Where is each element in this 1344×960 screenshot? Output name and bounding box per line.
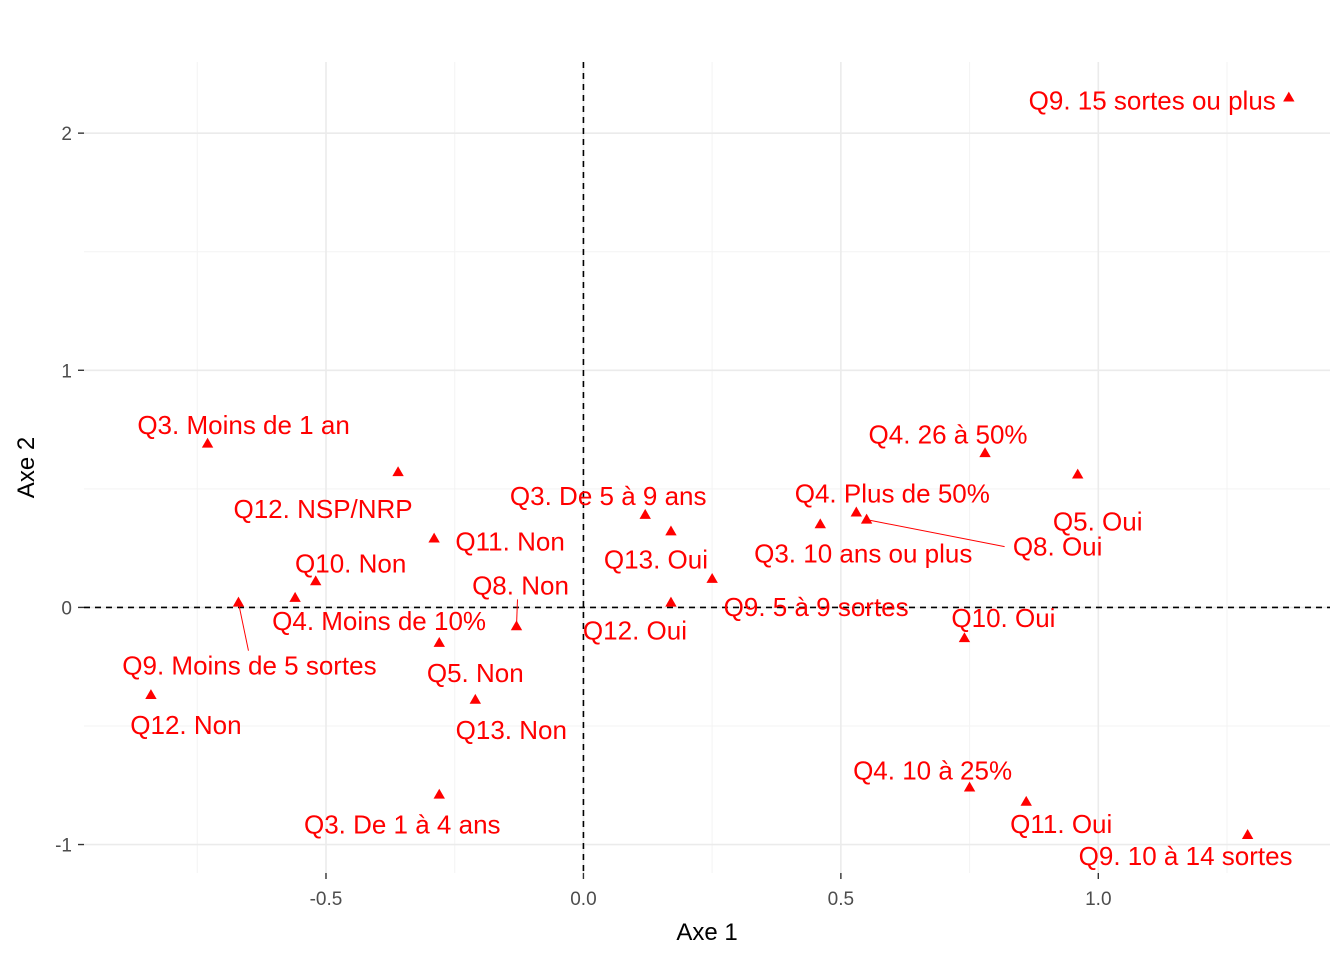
triangle-marker xyxy=(850,506,863,517)
point-label: Q4. 26 à 50% xyxy=(869,419,1028,449)
triangle-marker xyxy=(639,508,651,519)
x-tick-label: 0.0 xyxy=(570,889,596,910)
triangle-marker xyxy=(860,513,873,524)
y-tick-label: -1 xyxy=(55,836,72,857)
triangle-marker xyxy=(232,596,245,607)
point-label: Q3. 10 ans ou plus xyxy=(754,538,972,568)
point-label: Q4. 10 à 25% xyxy=(853,756,1012,786)
triangle-marker xyxy=(665,525,677,536)
triangle-marker xyxy=(963,781,976,792)
x-tick-label: 0.5 xyxy=(828,889,854,910)
point-label: Q3. Moins de 1 an xyxy=(137,410,349,440)
triangle-marker xyxy=(979,447,991,458)
point-label: Q9. 15 sortes ou plus xyxy=(1029,86,1276,116)
triangle-marker xyxy=(433,788,445,799)
triangle-marker xyxy=(510,620,523,631)
point-label: Q4. Moins de 10% xyxy=(272,606,486,636)
point-label: Q13. Oui xyxy=(604,545,708,575)
point-label: Q5. Non xyxy=(427,658,524,688)
point-label: Q5. Oui xyxy=(1053,507,1143,537)
point-label: Q12. Oui xyxy=(583,616,687,646)
point-label: Q8. Non xyxy=(472,570,569,600)
triangle-marker xyxy=(201,437,214,448)
triangle-marker xyxy=(958,632,971,643)
point-label: Q10. Non xyxy=(295,548,406,578)
label-leader-line xyxy=(866,519,1005,548)
triangle-marker xyxy=(1241,829,1254,839)
triangle-marker xyxy=(428,532,440,543)
reference-lines xyxy=(84,62,1330,873)
point-label: Q9. Moins de 5 sortes xyxy=(122,651,376,681)
point-label: Q9. 10 à 14 sortes xyxy=(1079,841,1293,871)
data-markers xyxy=(145,91,1295,839)
point-label: Q4. Plus de 50% xyxy=(795,479,990,509)
x-axis-title: Axe 1 xyxy=(676,919,737,946)
axis-ticks: -0.5 0.0 0.5 1.0 -1 0 1 2 xyxy=(55,124,1111,910)
point-label: Q8. Oui xyxy=(1013,532,1103,562)
y-tick-label: 1 xyxy=(61,361,72,382)
point-label: Q3. De 1 à 4 ans xyxy=(304,810,501,840)
x-tick-label: -0.5 xyxy=(310,889,343,910)
point-label: Q13. Non xyxy=(456,715,567,745)
triangle-marker xyxy=(289,591,301,602)
point-label: Q11. Non xyxy=(455,527,564,557)
point-label: Q10. Oui xyxy=(951,603,1055,633)
triangle-marker xyxy=(1283,91,1295,102)
x-tick-label: 1.0 xyxy=(1085,889,1111,910)
point-label: Q12. NSP/NRP xyxy=(233,494,412,524)
triangle-marker xyxy=(706,572,718,583)
data-labels: Q9. 15 sortes ou plus Q3. Moins de 1 an Q1… xyxy=(122,86,1292,871)
point-label: Q3. De 5 à 9 ans xyxy=(510,481,707,511)
triangle-marker xyxy=(1072,468,1084,479)
triangle-marker xyxy=(814,518,826,529)
point-label: Q11. Oui xyxy=(1010,809,1112,839)
y-tick-label: 0 xyxy=(61,598,72,619)
point-label: Q12. Non xyxy=(130,710,241,740)
label-leader-line xyxy=(237,602,249,651)
y-axis-title: Axe 2 xyxy=(13,437,40,498)
triangle-marker xyxy=(309,575,322,586)
triangle-marker xyxy=(145,689,157,700)
triangle-marker xyxy=(392,466,404,477)
triangle-marker xyxy=(665,596,677,607)
triangle-marker xyxy=(1020,795,1032,806)
point-label: Q9. 5 à 9 sortes xyxy=(724,592,909,622)
triangle-marker xyxy=(469,693,482,704)
grid xyxy=(84,62,1330,873)
triangle-marker xyxy=(433,636,445,647)
y-tick-label: 2 xyxy=(61,124,72,145)
